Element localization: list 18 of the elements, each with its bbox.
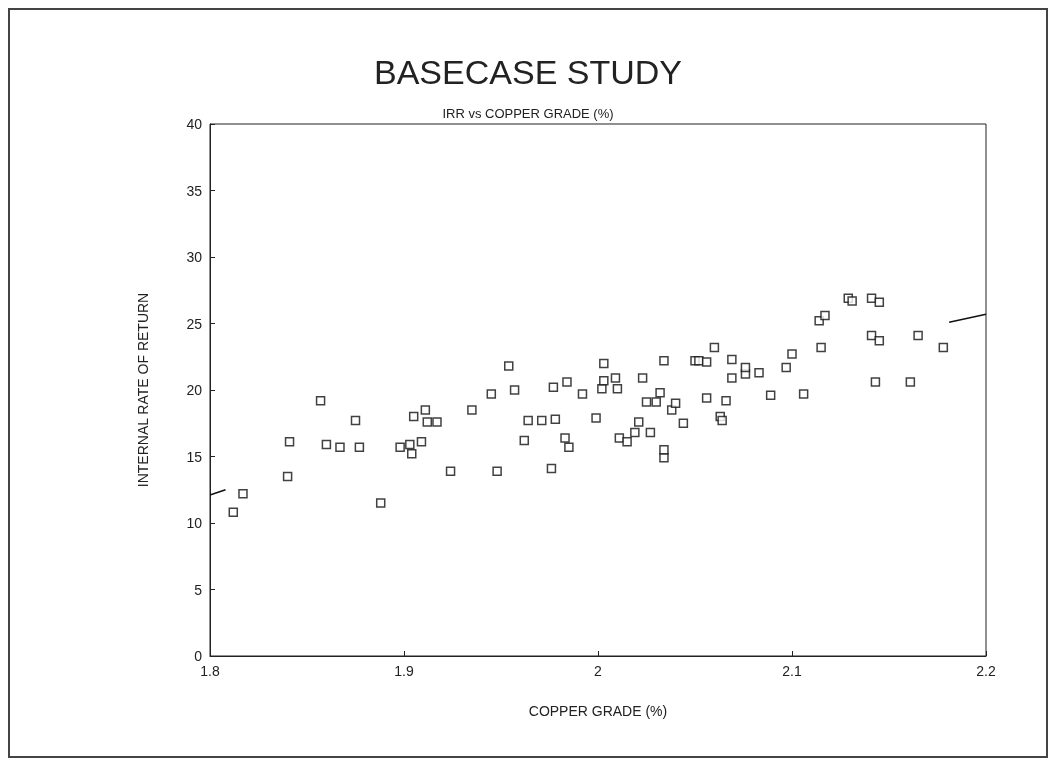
chart-subtitle: IRR vs COPPER GRADE (%) — [442, 106, 614, 121]
y-tick-label: 40 — [186, 116, 203, 132]
chart-title: BASECASE STUDY — [374, 53, 682, 91]
x-tick-label: 2.2 — [976, 663, 996, 679]
x-tick-label: 1.9 — [394, 663, 414, 679]
y-tick-label: 5 — [194, 581, 203, 598]
y-axis-title: INTERNAL RATE OF RETURN — [135, 292, 151, 488]
y-tick-label: 20 — [186, 382, 203, 398]
x-tick-label: 2.1 — [782, 663, 802, 679]
y-tick-label: 10 — [186, 515, 203, 531]
y-tick-label: 25 — [186, 315, 203, 332]
y-tick-label: 15 — [186, 448, 203, 465]
x-axis-title: COPPER GRADE (%) — [528, 703, 668, 719]
x-tick-label: 2 — [594, 663, 603, 679]
x-tick-label: 1.8 — [200, 663, 220, 679]
y-tick-label: 0 — [194, 648, 203, 664]
y-tick-label: 35 — [186, 182, 203, 199]
y-tick-label: 30 — [186, 249, 203, 265]
